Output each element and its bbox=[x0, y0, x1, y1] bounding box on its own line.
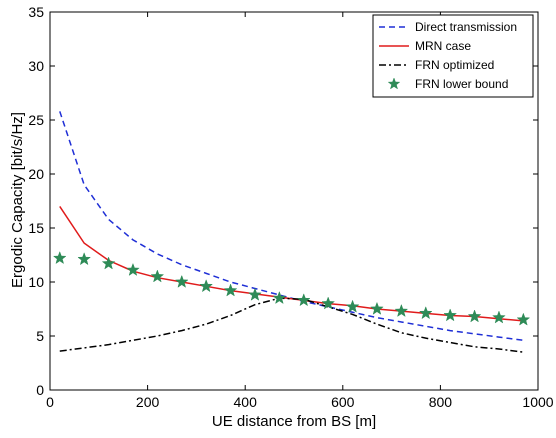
y-tick-label: 30 bbox=[28, 58, 44, 74]
data-point bbox=[77, 252, 92, 266]
legend: Direct transmission MRN case FRN optimized… bbox=[372, 14, 534, 98]
y-tick-label: 5 bbox=[36, 328, 44, 344]
series-3-markers bbox=[52, 251, 531, 326]
legend-label: Direct transmission bbox=[415, 20, 517, 34]
x-tick-label: 200 bbox=[136, 394, 160, 410]
y-tick-label: 10 bbox=[28, 274, 44, 290]
data-point bbox=[52, 251, 67, 265]
data-point bbox=[248, 287, 262, 301]
x-tick-label: 0 bbox=[46, 394, 54, 410]
y-tick-label: 15 bbox=[28, 220, 44, 236]
data-point bbox=[321, 296, 336, 310]
legend-label: FRN lower bound bbox=[415, 77, 508, 91]
data-point bbox=[101, 256, 116, 270]
x-tick-label: 1000 bbox=[522, 394, 553, 410]
x-axis-title: UE distance from BS [m] bbox=[212, 413, 376, 430]
legend-label: FRN optimized bbox=[415, 58, 494, 72]
data-point bbox=[296, 293, 311, 307]
x-tick-label: 800 bbox=[429, 394, 453, 410]
legend-marker bbox=[387, 77, 401, 90]
data-point bbox=[443, 308, 458, 322]
legend-label: MRN case bbox=[415, 39, 471, 53]
x-tick-label: 600 bbox=[331, 394, 355, 410]
data-point bbox=[492, 310, 506, 324]
data-point bbox=[345, 299, 360, 313]
data-point bbox=[394, 303, 409, 318]
data-point bbox=[223, 283, 238, 297]
tick-labels: 0 200 400 600 800 1000 0 5 10 15 20 25 30 35 bbox=[28, 4, 553, 410]
data-point bbox=[150, 269, 165, 283]
series-line-2 bbox=[59, 297, 524, 353]
y-tick-label: 0 bbox=[36, 382, 44, 398]
data-point bbox=[126, 262, 140, 276]
data-point bbox=[272, 290, 287, 305]
y-tick-label: 20 bbox=[28, 166, 44, 182]
data-point bbox=[467, 309, 482, 323]
data-point bbox=[199, 279, 214, 293]
y-tick-label: 35 bbox=[28, 4, 44, 20]
axis-ticks bbox=[49, 11, 539, 391]
data-point bbox=[516, 312, 531, 326]
series-layer bbox=[52, 111, 531, 353]
legend-box bbox=[372, 14, 534, 98]
data-point bbox=[370, 301, 384, 315]
y-tick-label: 25 bbox=[28, 112, 44, 128]
y-axis-title: Ergodic Capacity [bit/s/Hz] bbox=[9, 112, 26, 288]
data-point bbox=[174, 274, 189, 288]
data-point bbox=[418, 306, 433, 320]
x-tick-label: 400 bbox=[234, 394, 258, 410]
